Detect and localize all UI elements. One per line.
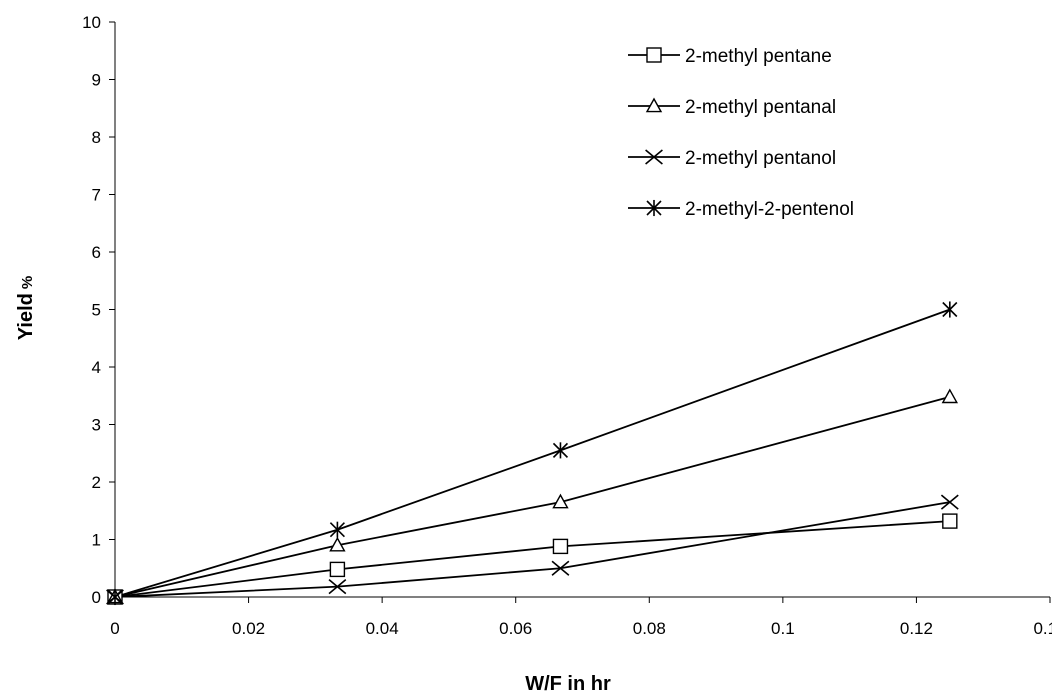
data-point-s1-p3-shape: [552, 538, 569, 555]
data-point-s2-p4-shape: [941, 388, 959, 404]
data-point-s4-p3: [552, 442, 569, 459]
tick-labels: 0 1 2 3 4 5 6 7 8 9 10 0 0.02 0.04 0.06 0.08 0.1 0.12 0.14: [82, 13, 1052, 638]
data-point-s2-p3-shape: [552, 493, 569, 509]
y-axis-title-main: Yield: [15, 293, 37, 340]
data-point-s2-p3: [552, 493, 569, 509]
data-point-s2-p2-shape: [329, 536, 346, 552]
y-axis-title: Yield%: [15, 276, 37, 340]
y-tick-label: 8: [92, 128, 101, 147]
data-point-s1-p2-shape: [329, 561, 346, 578]
data-point-s4-p1: [107, 588, 123, 606]
legend-marker-3-shape: [645, 149, 663, 165]
x-axis-title: W/F in hr: [525, 673, 611, 695]
y-tick-label: 7: [92, 186, 101, 205]
legend-marker-3: [645, 149, 663, 165]
series-line-3: [114, 501, 950, 598]
x-tick-label: 0.14: [1033, 619, 1052, 638]
y-tick-label: 5: [92, 301, 101, 320]
legend: 2-methyl pentane 2-methyl pentanal 2-methy…: [628, 46, 854, 220]
data-point-s2-p4: [941, 388, 959, 404]
data-point-s3-p3: [551, 560, 570, 576]
x-tick-label: 0.1: [771, 619, 795, 638]
legend-label-1: 2-methyl pentane: [685, 46, 832, 67]
y-tick-label: 1: [92, 531, 101, 550]
legend-label-3: 2-methyl pentanol: [685, 148, 836, 169]
data-point-s3-p4: [940, 494, 959, 510]
series-lines: [114, 308, 951, 598]
y-tick-label: 6: [92, 243, 101, 262]
y-tick-label: 0: [92, 588, 101, 607]
legend-marker-1: [646, 47, 662, 63]
svg-text:Yield%: Yield%: [15, 276, 37, 340]
y-tick-label: 10: [82, 13, 101, 32]
x-tick-label: 0.02: [232, 619, 265, 638]
legend-marker-2-shape: [645, 97, 663, 113]
data-point-s1-p4: [942, 513, 958, 529]
legend-marker-1-shape: [646, 47, 662, 63]
y-tick-label: 2: [92, 473, 101, 492]
series-markers: [106, 301, 959, 606]
x-tick-label: 0.08: [633, 619, 666, 638]
y-axis-title-unit: %: [19, 276, 36, 289]
data-point-s4-p2: [329, 521, 345, 538]
data-point-s4-p4: [942, 301, 958, 318]
x-tick-label: 0: [110, 619, 119, 638]
series-line-2: [114, 396, 951, 598]
data-point-s1-p3: [552, 538, 569, 555]
data-point-s3-p4-shape: [940, 494, 959, 510]
y-tick-label: 3: [92, 416, 101, 435]
x-tick-label: 0.04: [366, 619, 399, 638]
series-line-1: [114, 520, 950, 598]
data-point-s1-p2: [329, 561, 346, 578]
y-tick-label: 9: [92, 71, 101, 90]
series-line-4: [114, 308, 951, 598]
y-tick-label: 4: [92, 358, 101, 377]
data-point-s3-p3-shape: [551, 560, 570, 576]
data-point-s1-p4-shape: [942, 513, 958, 529]
data-point-s3-p2-shape: [328, 579, 347, 595]
data-point-s3-p2: [328, 579, 347, 595]
legend-marker-2: [645, 97, 663, 113]
data-point-s2-p2: [329, 536, 346, 552]
axes: [109, 21, 1051, 603]
legend-label-4: 2-methyl-2-pentenol: [685, 199, 854, 220]
x-tick-label: 0.06: [499, 619, 532, 638]
legend-label-2: 2-methyl pentanal: [685, 97, 836, 118]
legend-marker-4: [646, 199, 662, 217]
x-tick-label: 0.12: [900, 619, 933, 638]
